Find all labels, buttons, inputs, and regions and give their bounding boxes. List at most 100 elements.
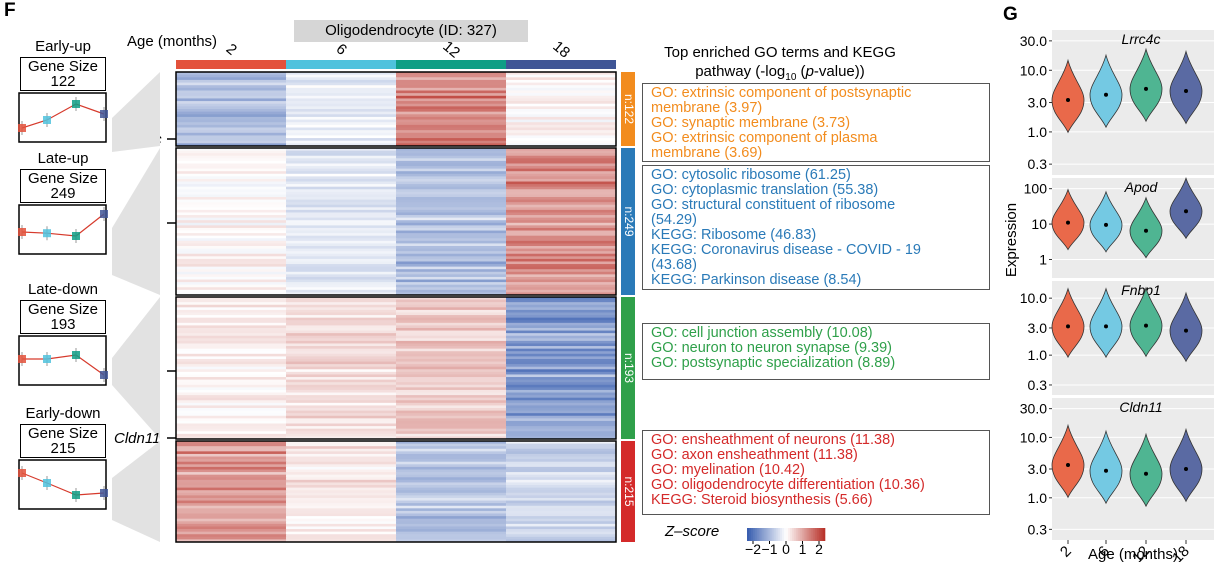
heatmap-cell xyxy=(286,338,397,342)
heatmap-cell xyxy=(286,469,397,473)
heatmap-cell xyxy=(396,364,507,368)
heatmap-cell xyxy=(286,184,397,188)
violin-ytick-label: 0.3 xyxy=(1028,377,1048,393)
heatmap-cell xyxy=(286,153,397,157)
heatmap-cell xyxy=(396,408,507,412)
heatmap-cell xyxy=(506,153,617,157)
heatmap-cell xyxy=(286,492,397,496)
heatmap-cell xyxy=(506,135,617,139)
heatmap-cell xyxy=(396,264,507,268)
heatmap-cell xyxy=(286,220,397,224)
heatmap-cell xyxy=(286,274,397,278)
heatmap-cell xyxy=(396,497,507,502)
heatmap-cell xyxy=(396,101,507,105)
violin-shape xyxy=(1089,287,1123,359)
heatmap-cell xyxy=(176,539,287,543)
heatmap-cell xyxy=(176,98,287,102)
heatmap-cell xyxy=(506,119,617,123)
zscore-bar-segment xyxy=(752,528,756,541)
heatmap-cell xyxy=(506,397,617,401)
heatmap-cell xyxy=(506,184,617,188)
heatmap-cell xyxy=(396,400,507,404)
heatmap-cell xyxy=(506,443,617,447)
violin-shape xyxy=(1129,432,1163,508)
heatmap-cell xyxy=(506,158,617,162)
heatmap-cell xyxy=(176,176,287,180)
heatmap-cell xyxy=(176,209,287,213)
heatmap-cell xyxy=(176,464,287,468)
heatmap-cell xyxy=(506,204,617,208)
heatmap-cell xyxy=(506,173,617,177)
heatmap-cell xyxy=(396,130,507,134)
violin-median-point xyxy=(1104,222,1108,227)
heatmap-cell xyxy=(396,387,507,391)
heatmap-cell xyxy=(506,271,617,275)
heatmap-cell xyxy=(396,335,507,339)
heatmap-block-border xyxy=(175,440,617,543)
heatmap-cell xyxy=(286,456,397,460)
heatmap-cell xyxy=(286,166,397,170)
heatmap-cell xyxy=(506,287,617,291)
heatmap-cell xyxy=(286,364,397,368)
heatmap-cell xyxy=(176,335,287,339)
heatmap-cell xyxy=(506,109,617,113)
heatmap-cell xyxy=(286,261,397,265)
heatmap-cell xyxy=(176,526,287,530)
heatmap-cell xyxy=(176,382,287,386)
heatmap-cell xyxy=(396,166,507,170)
age-color-bar xyxy=(176,60,286,69)
heatmap-cell xyxy=(286,408,397,412)
violin-ytick-label: 0.3 xyxy=(1028,521,1048,537)
heatmap-cell xyxy=(506,111,617,115)
panel-letter-g: G xyxy=(1003,4,1018,25)
heatmap-cell xyxy=(396,327,507,332)
heatmap-cell xyxy=(506,405,617,409)
violin-xtick-label: 2 xyxy=(1057,543,1075,561)
heatmap-cell xyxy=(176,351,287,355)
heatmap-cell xyxy=(286,333,397,337)
heatmap-cell xyxy=(286,217,397,221)
heatmap-cell xyxy=(176,122,287,126)
heatmap-cell xyxy=(506,469,617,473)
zscore-bar-segment xyxy=(809,528,812,541)
heatmap-cell xyxy=(176,256,287,260)
violin-ytick-label: 30.0 xyxy=(1020,33,1047,49)
heatmap-cell xyxy=(396,171,507,175)
heatmap-cell xyxy=(396,215,507,219)
heatmap-cell xyxy=(396,361,507,365)
heatmap-cell xyxy=(506,327,617,332)
heatmap-cell xyxy=(396,312,507,316)
heatmap-cell xyxy=(506,209,617,213)
heatmap-cell xyxy=(286,289,397,293)
heatmap-cell xyxy=(176,364,287,368)
heatmap-cell xyxy=(176,72,287,76)
trend-point xyxy=(18,469,26,477)
heatmap-cell xyxy=(286,297,397,301)
heatmap-cell xyxy=(286,238,397,242)
heatmap-cell xyxy=(506,485,617,489)
violin-ytick-label: 100 xyxy=(1024,181,1048,197)
zscore-bar-segment xyxy=(793,528,797,541)
heatmap-cell xyxy=(506,132,617,136)
heatmap-cell xyxy=(176,240,287,244)
heatmap-cell xyxy=(506,101,617,105)
violin-median-point xyxy=(1066,324,1070,329)
cluster-connector xyxy=(112,441,160,542)
heatmap-cell xyxy=(396,304,507,308)
heatmap-cell xyxy=(396,204,507,208)
heatmap-cell xyxy=(506,87,617,91)
go-header: Top enriched GO terms and KEGG pathway (… xyxy=(630,43,930,87)
heatmap-cell xyxy=(286,529,397,533)
heatmap-cell xyxy=(176,443,287,447)
heatmap-cell xyxy=(506,340,617,344)
heatmap-cell xyxy=(396,492,507,496)
heatmap-cell xyxy=(396,402,507,406)
heatmap-cell xyxy=(176,274,287,278)
heatmap-cell xyxy=(506,464,617,468)
heatmap-cell xyxy=(286,377,397,381)
heatmap-cell xyxy=(506,364,617,368)
heatmap-cell xyxy=(506,72,617,76)
heatmap-cell xyxy=(176,276,287,281)
heatmap-cell xyxy=(396,111,507,115)
heatmap-cell xyxy=(506,392,617,396)
